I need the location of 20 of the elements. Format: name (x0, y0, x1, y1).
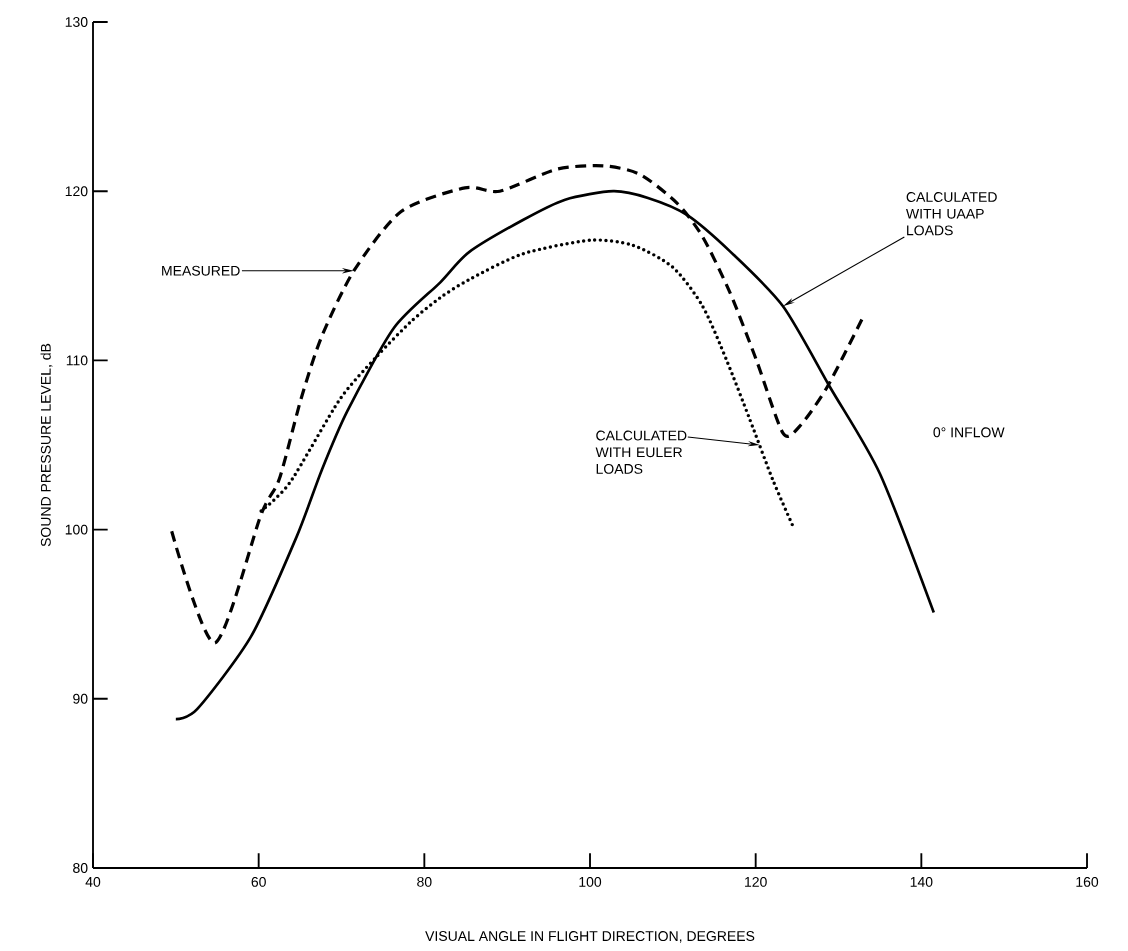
y-axis-title: SOUND PRESSURE LEVEL, dB (40, 343, 53, 547)
y-tick-label: 120 (65, 186, 88, 197)
y-tick-label: 130 (65, 17, 88, 27)
x-tick-label: 80 (417, 876, 432, 887)
y-tick-label: 80 (73, 863, 88, 873)
y-tick-label: 100 (65, 524, 88, 535)
y-tick-label: 90 (73, 693, 88, 704)
x-tick-label: 120 (745, 876, 767, 887)
x-axis-title: VISUAL ANGLE IN FLIGHT DIRECTION, DEGREES (425, 931, 755, 943)
x-tick-label: 60 (251, 876, 266, 887)
annotation: 0° INFLOW (933, 427, 1005, 438)
line-series (259, 238, 795, 528)
x-tick-label: 100 (579, 876, 602, 887)
x-tick-label: 160 (1076, 876, 1099, 887)
annotation: CALCULATED WITH EULER LOADS (595, 430, 687, 474)
x-tick-label: 140 (910, 876, 933, 887)
x-tick-label: 40 (85, 876, 101, 887)
annotation: MEASURED (162, 265, 240, 276)
y-tick-label: 110 (66, 355, 88, 366)
annotation: CALCULATED WITH UAAP LOADS (906, 192, 997, 236)
